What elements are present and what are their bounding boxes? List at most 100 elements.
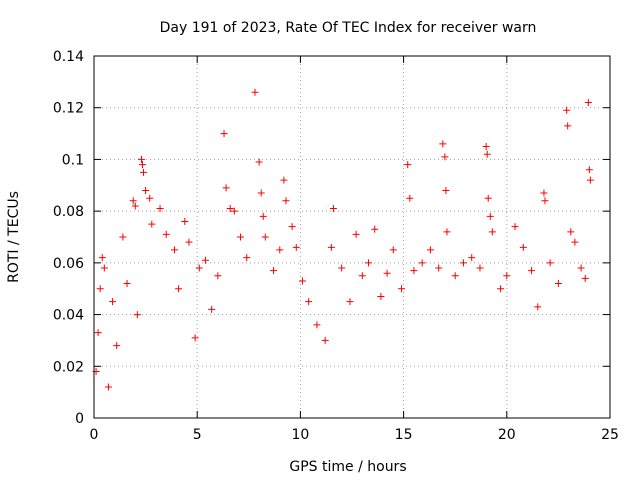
data-point — [175, 285, 183, 293]
data-point — [113, 342, 121, 350]
chart-title: Day 191 of 2023, Rate Of TEC Index for r… — [160, 20, 537, 36]
data-point — [255, 158, 263, 166]
data-point — [546, 259, 554, 267]
data-point — [511, 223, 519, 231]
data-point — [140, 168, 148, 176]
axis-ticks: 0 0.02 0.04 0.06 0.08 0.1 0.12 0.14 0 5 10 15 20 25 — [53, 49, 619, 443]
x-tick-label: 25 — [601, 427, 619, 443]
data-point — [585, 166, 593, 174]
grid — [94, 56, 610, 418]
data-point — [577, 264, 585, 272]
data-point — [329, 205, 337, 213]
y-tick-label: 0 — [75, 411, 84, 427]
data-point — [201, 256, 209, 264]
data-point — [288, 223, 296, 231]
y-axis-label: ROTI / TECUs — [6, 191, 22, 283]
data-point — [564, 122, 572, 130]
x-tick-label: 10 — [291, 427, 309, 443]
data-point — [257, 189, 265, 197]
data-point — [365, 259, 373, 267]
data-point — [358, 272, 366, 280]
data-point — [237, 233, 245, 241]
data-point — [584, 99, 592, 107]
data-point — [226, 205, 234, 213]
data-point — [554, 280, 562, 288]
data-point — [435, 264, 443, 272]
data-point — [222, 184, 230, 192]
y-tick-label: 0.12 — [53, 101, 84, 117]
data-point — [442, 186, 450, 194]
data-point — [486, 212, 494, 220]
data-point — [220, 130, 228, 138]
data-point — [292, 243, 300, 251]
data-point — [280, 176, 288, 184]
data-point — [146, 194, 154, 202]
data-point — [94, 329, 102, 337]
data-point — [305, 298, 313, 306]
data-point — [534, 303, 542, 311]
data-point — [270, 267, 278, 275]
data-point — [321, 336, 329, 344]
data-point — [503, 272, 511, 280]
data-point — [133, 311, 141, 319]
data-point — [476, 264, 484, 272]
data-point — [441, 153, 449, 161]
plot-frame — [93, 55, 611, 419]
data-point — [170, 246, 178, 254]
y-tick-label: 0.14 — [53, 49, 84, 65]
data-point — [139, 161, 147, 169]
x-axis-label: GPS time / hours — [289, 459, 406, 475]
data-point — [104, 383, 112, 391]
data-point — [586, 176, 594, 184]
y-tick-label: 0.08 — [53, 204, 84, 220]
data-point — [298, 277, 306, 285]
data-point — [162, 230, 170, 238]
data-point — [482, 143, 490, 150]
data-point — [563, 106, 571, 114]
data-point — [528, 267, 536, 275]
data-point — [96, 285, 104, 293]
data-point — [185, 238, 193, 246]
data-point — [443, 228, 451, 236]
data-point — [459, 259, 467, 267]
data-point — [191, 334, 199, 342]
data-point — [129, 197, 137, 205]
data-point — [119, 233, 127, 241]
data-point — [208, 305, 216, 313]
data-point — [567, 228, 575, 236]
y-tick-label: 0.1 — [62, 152, 84, 168]
data-point — [571, 238, 579, 246]
data-point — [346, 298, 354, 306]
data-point — [352, 230, 360, 238]
data-point — [468, 254, 476, 262]
data-points — [92, 88, 594, 391]
data-point — [313, 321, 321, 329]
data-point — [259, 212, 267, 220]
data-point — [251, 88, 259, 96]
data-point — [519, 243, 527, 251]
data-point — [581, 274, 589, 282]
data-point — [131, 202, 139, 210]
data-point — [276, 246, 284, 254]
data-point — [540, 189, 548, 197]
data-point — [137, 155, 145, 163]
y-tick-label: 0.02 — [53, 359, 84, 375]
data-point — [488, 228, 496, 236]
data-point — [451, 272, 459, 280]
data-point — [371, 225, 379, 233]
data-point — [282, 197, 290, 205]
data-point — [148, 220, 156, 228]
x-tick-label: 15 — [395, 427, 413, 443]
data-point — [327, 243, 335, 251]
data-point — [398, 285, 406, 293]
data-point — [338, 264, 346, 272]
data-point — [383, 269, 391, 277]
data-point — [195, 264, 203, 272]
data-point — [410, 267, 418, 275]
data-point — [98, 254, 106, 262]
data-point — [214, 272, 222, 280]
data-point — [100, 264, 108, 272]
y-tick-label: 0.06 — [53, 256, 84, 272]
data-point — [243, 254, 251, 262]
